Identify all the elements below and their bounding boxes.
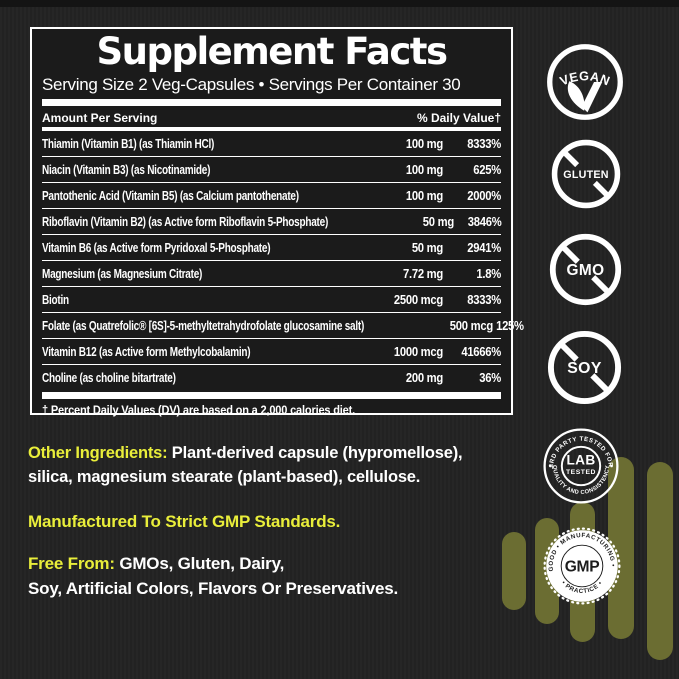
dv-footnote: † Percent Daily Values (DV) are based on… [42, 403, 356, 417]
table-row: Riboflavin (Vitamin B2) (as Active form … [42, 209, 501, 235]
other-ingredients: Other Ingredients: Plant-derived capsule… [28, 441, 528, 489]
gmo-label: GMO [567, 262, 605, 279]
vegan-label: VEGAN [558, 68, 613, 88]
nutrient-dv: 1.8% [476, 266, 501, 281]
other-ingredients-label: Other Ingredients: [28, 444, 168, 462]
nutrient-amount: 200 mg [405, 370, 443, 385]
nutrient-amount: 7.72 mg [402, 266, 443, 281]
vegan-badge-icon: VEGAN [544, 41, 626, 128]
free-from: Free From: GMOs, Gluten, Dairy, Soy, Art… [28, 551, 508, 601]
table-row: Pantothenic Acid (Vitamin B5) (as Calciu… [42, 183, 501, 209]
divider-thick [42, 392, 501, 399]
nutrient-amount: 50 mg [411, 240, 443, 255]
table-row: Magnesium (as Magnesium Citrate) 7.72 mg… [42, 261, 501, 287]
table-row: Thiamin (Vitamin B1) (as Thiamin HCl) 10… [42, 131, 501, 157]
lab-center-line2: TESTED [566, 469, 596, 476]
nutrient-name: Folate (as Quatrefolic® [6S]-5-methyltet… [42, 318, 365, 333]
nutrient-dv: 625% [473, 162, 501, 177]
panel-title: Supplement Facts [96, 30, 448, 73]
header-amount-per-serving: Amount Per Serving [42, 110, 158, 125]
table-row: Biotin 2500 mcg 8333% [42, 287, 501, 313]
nutrient-amount: 100 mg [405, 188, 443, 203]
nutrient-name: Pantothenic Acid (Vitamin B5) (as Calciu… [42, 188, 299, 203]
nutrient-amount: 50 mg [422, 214, 454, 229]
nutrient-dv: 125% [495, 318, 524, 333]
free-from-text-line2: Soy, Artificial Colors, Flavors Or Prese… [28, 579, 399, 598]
supplement-facts-panel: Supplement Facts Serving Size 2 Veg-Caps… [30, 27, 524, 417]
soy-free-badge-icon: SOY [545, 328, 624, 412]
divider-medium [42, 127, 501, 131]
table-row: Niacin (Vitamin B3) (as Nicotinamide) 10… [42, 157, 501, 183]
nutrient-amount: 100 mg [405, 136, 443, 151]
nutrient-dv: 8333% [467, 292, 501, 307]
nutrient-table: Thiamin (Vitamin B1) (as Thiamin HCl) 10… [42, 131, 524, 390]
nutrient-amount: 100 mg [405, 162, 443, 177]
nutrient-name: Thiamin (Vitamin B1) (as Thiamin HCl) [42, 136, 215, 151]
lab-center-line1: LAB [566, 453, 595, 468]
equalizer-bar [647, 462, 673, 660]
table-row: Choline (as choline bitartrate) 200 mg 3… [42, 365, 501, 390]
nutrient-dv: 36% [479, 370, 501, 385]
table-row: Folate (as Quatrefolic® [6S]-5-methyltet… [42, 313, 524, 339]
nutrient-name: Magnesium (as Magnesium Citrate) [42, 266, 203, 281]
nutrient-dv: 2941% [467, 240, 501, 255]
table-header: Amount Per Serving % Daily Value† [42, 108, 501, 127]
table-row: Vitamin B6 (as Active form Pyridoxal 5-P… [42, 235, 501, 261]
gmo-free-badge-icon: GMO [547, 231, 624, 313]
nutrient-name: Vitamin B12 (as Active form Methylcobala… [42, 344, 251, 359]
top-shadow-strip [0, 0, 679, 7]
gluten-label: GLUTEN [563, 169, 608, 181]
nutrient-amount: 2500 mcg [393, 292, 443, 307]
gmp-statement: Manufactured To Strict GMP Standards. [28, 512, 341, 531]
nutrient-name: Niacin (Vitamin B3) (as Nicotinamide) [42, 162, 211, 177]
v-checkmark-icon [581, 82, 603, 113]
gluten-free-badge-icon: GLUTEN [549, 137, 623, 216]
nutrient-name: Biotin [42, 292, 69, 307]
nutrient-dv: 41666% [461, 344, 501, 359]
soy-label: SOY [567, 360, 602, 377]
free-from-label: Free From: [28, 554, 115, 573]
leaf-icon [567, 81, 585, 111]
nutrient-amount: 1000 mcg [393, 344, 443, 359]
nutrient-name: Choline (as choline bitartrate) [42, 370, 176, 385]
nutrient-name: Riboflavin (Vitamin B2) (as Active form … [42, 214, 329, 229]
nutrient-dv: 2000% [467, 188, 501, 203]
nutrient-dv: 8333% [467, 136, 501, 151]
table-row: Vitamin B12 (as Active form Methylcobala… [42, 339, 501, 365]
equalizer-bar [502, 532, 526, 610]
nutrient-dv: 3846% [467, 214, 501, 229]
lab-tested-seal-icon: 3RD PARTY TESTED FOR QUALITY AND CONSIST… [542, 427, 620, 510]
other-ingredients-text-line2: silica, magnesium stearate (plant-based)… [28, 468, 421, 486]
divider-thick [42, 99, 501, 106]
svg-text:VEGAN: VEGAN [558, 68, 613, 88]
header-daily-value: % Daily Value† [416, 110, 501, 125]
nutrient-amount: 500 mcg [449, 318, 493, 333]
serving-info: Serving Size 2 Veg-Capsules • Servings P… [42, 75, 461, 94]
free-from-text: GMOs, Gluten, Dairy, [114, 554, 285, 573]
nutrient-name: Vitamin B6 (as Active form Pyridoxal 5-P… [42, 240, 271, 255]
gmp-center-label: GMP [565, 559, 600, 576]
other-ingredients-text: Plant-derived capsule (hypromellose), [167, 444, 463, 462]
gmp-seal-icon: GOOD • MANUFACTURING • • PRACTICE • GMP [543, 527, 621, 610]
